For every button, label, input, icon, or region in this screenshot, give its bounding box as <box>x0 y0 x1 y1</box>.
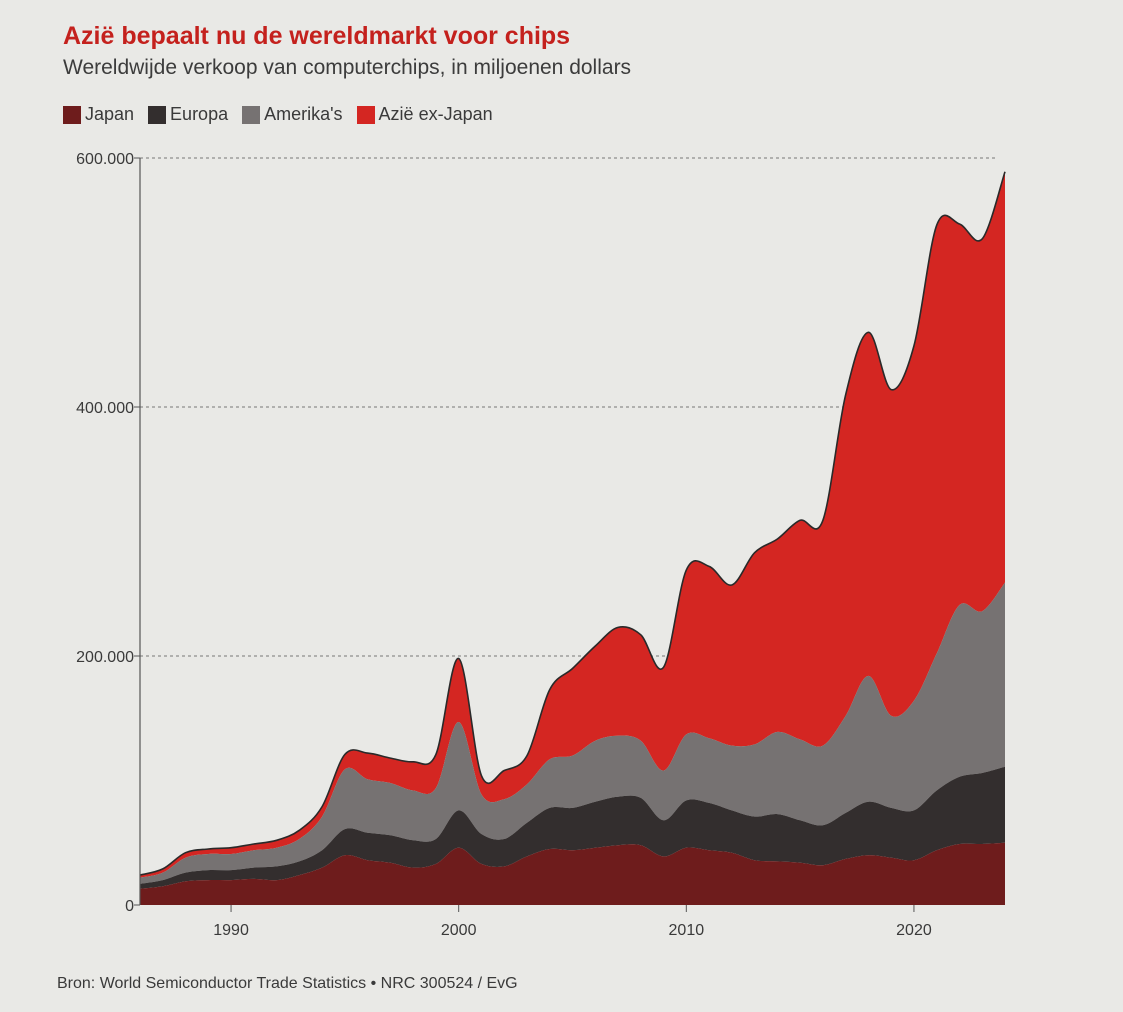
total-outline <box>139 171 1006 876</box>
legend-item: Amerika's <box>242 104 343 125</box>
chart-title: Azië bepaalt nu de wereldmarkt voor chip… <box>63 22 571 50</box>
x-tick-label: 2010 <box>669 922 705 939</box>
y-tick-label: 200.000 <box>76 649 134 666</box>
chart-subtitle: Wereldwijde verkoop van computerchips, i… <box>63 56 632 79</box>
legend-label: Amerika's <box>264 104 343 124</box>
x-tick-label: 2000 <box>441 922 477 939</box>
legend-swatch <box>242 105 261 124</box>
area-amerika-s <box>140 582 1005 884</box>
chart-source: Bron: World Semiconductor Trade Statisti… <box>57 975 518 992</box>
area-azi-ex-japan <box>140 171 1005 878</box>
legend-item: Europa <box>148 104 228 125</box>
legend-swatch <box>148 105 167 124</box>
legend-item: Azië ex-Japan <box>356 104 493 125</box>
y-tick-label: 400.000 <box>76 400 134 417</box>
legend-label: Japan <box>85 104 135 124</box>
y-tick-label: 0 <box>125 898 134 915</box>
legend-item: Japan <box>63 104 134 125</box>
legend-label: Azië ex-Japan <box>378 104 493 124</box>
chart-legend: Japan Europa Amerika's Azië ex-Japan <box>63 104 493 125</box>
x-tick-label: 1990 <box>213 922 249 939</box>
y-tick-label: 600.000 <box>76 151 134 168</box>
area-europa <box>140 766 1005 889</box>
legend-swatch <box>356 105 375 124</box>
x-tick-label: 2020 <box>896 922 932 939</box>
legend-swatch <box>63 105 81 124</box>
area-japan <box>140 842 1005 905</box>
legend-label: Europa <box>170 104 229 124</box>
